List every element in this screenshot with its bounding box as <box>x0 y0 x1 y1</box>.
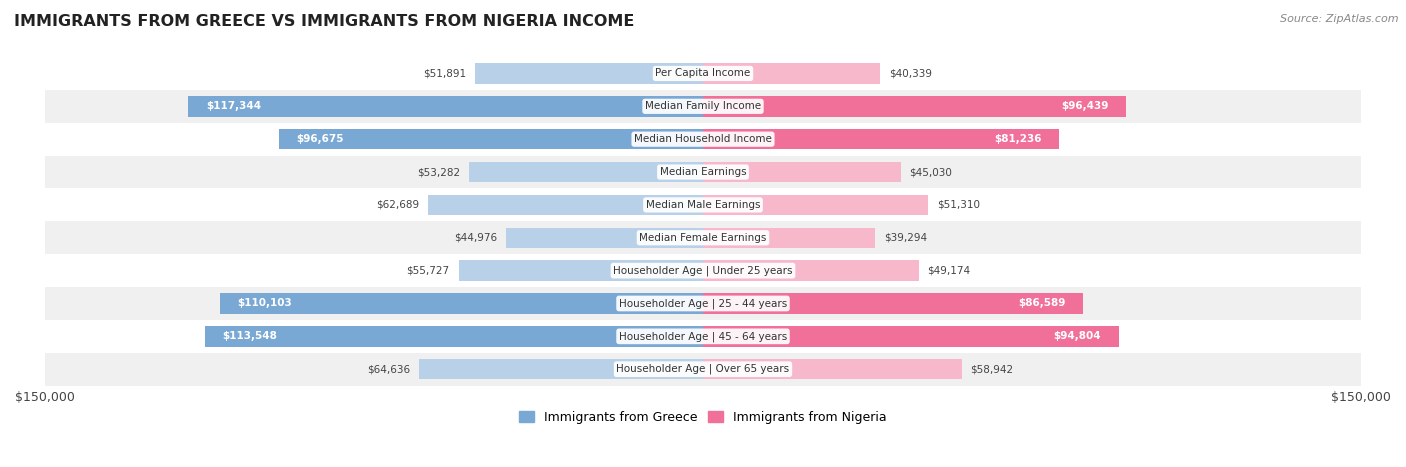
Text: IMMIGRANTS FROM GREECE VS IMMIGRANTS FROM NIGERIA INCOME: IMMIGRANTS FROM GREECE VS IMMIGRANTS FRO… <box>14 14 634 29</box>
Text: Householder Age | Over 65 years: Householder Age | Over 65 years <box>616 364 790 375</box>
Text: $96,675: $96,675 <box>297 134 344 144</box>
Bar <box>45 254 1361 287</box>
Bar <box>703 96 1126 116</box>
Text: $51,310: $51,310 <box>936 200 980 210</box>
Bar <box>475 63 703 84</box>
Text: $62,689: $62,689 <box>375 200 419 210</box>
Bar <box>703 129 1059 149</box>
Text: $64,636: $64,636 <box>367 364 411 374</box>
Text: Per Capita Income: Per Capita Income <box>655 69 751 78</box>
Bar <box>506 227 703 248</box>
Text: $96,439: $96,439 <box>1062 101 1108 111</box>
Bar <box>458 261 703 281</box>
Bar <box>703 63 880 84</box>
Text: Median Female Earnings: Median Female Earnings <box>640 233 766 243</box>
Bar <box>45 57 1361 90</box>
Text: Median Male Earnings: Median Male Earnings <box>645 200 761 210</box>
Text: $49,174: $49,174 <box>928 266 970 276</box>
Bar <box>703 162 901 182</box>
Text: $81,236: $81,236 <box>994 134 1042 144</box>
Bar <box>45 287 1361 320</box>
Text: $94,804: $94,804 <box>1053 332 1101 341</box>
Bar <box>703 227 876 248</box>
Text: $51,891: $51,891 <box>423 69 467 78</box>
Bar <box>188 96 703 116</box>
Bar <box>45 156 1361 189</box>
Bar <box>45 221 1361 254</box>
Text: Householder Age | Under 25 years: Householder Age | Under 25 years <box>613 265 793 276</box>
Text: $86,589: $86,589 <box>1018 298 1066 309</box>
Bar <box>703 195 928 215</box>
Bar <box>45 353 1361 386</box>
Legend: Immigrants from Greece, Immigrants from Nigeria: Immigrants from Greece, Immigrants from … <box>515 406 891 429</box>
Bar <box>45 320 1361 353</box>
Text: Householder Age | 25 - 44 years: Householder Age | 25 - 44 years <box>619 298 787 309</box>
Bar <box>278 129 703 149</box>
Text: $45,030: $45,030 <box>910 167 952 177</box>
Bar <box>703 326 1119 347</box>
Bar <box>427 195 703 215</box>
Bar <box>703 261 918 281</box>
Bar <box>703 293 1083 314</box>
Text: $110,103: $110,103 <box>238 298 292 309</box>
Text: $53,282: $53,282 <box>418 167 461 177</box>
Text: $117,344: $117,344 <box>205 101 262 111</box>
Text: $40,339: $40,339 <box>889 69 932 78</box>
Text: $113,548: $113,548 <box>222 332 277 341</box>
Text: Median Household Income: Median Household Income <box>634 134 772 144</box>
Text: Householder Age | 45 - 64 years: Householder Age | 45 - 64 years <box>619 331 787 341</box>
Text: $39,294: $39,294 <box>884 233 928 243</box>
Text: $55,727: $55,727 <box>406 266 450 276</box>
Text: Source: ZipAtlas.com: Source: ZipAtlas.com <box>1281 14 1399 24</box>
Bar <box>419 359 703 379</box>
Bar <box>205 326 703 347</box>
Text: $44,976: $44,976 <box>454 233 496 243</box>
Bar <box>470 162 703 182</box>
Bar <box>45 90 1361 123</box>
Bar <box>703 359 962 379</box>
Bar <box>45 123 1361 156</box>
Bar <box>219 293 703 314</box>
Bar <box>45 189 1361 221</box>
Text: Median Family Income: Median Family Income <box>645 101 761 111</box>
Text: Median Earnings: Median Earnings <box>659 167 747 177</box>
Text: $58,942: $58,942 <box>970 364 1014 374</box>
